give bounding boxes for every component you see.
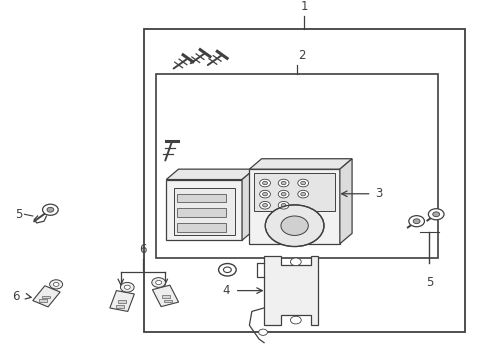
Polygon shape bbox=[110, 291, 134, 311]
Circle shape bbox=[297, 179, 308, 187]
Bar bbox=[164, 300, 172, 302]
Circle shape bbox=[300, 192, 305, 196]
Circle shape bbox=[427, 209, 443, 220]
Text: 2: 2 bbox=[298, 49, 305, 62]
Bar bbox=[249, 169, 339, 244]
Polygon shape bbox=[166, 169, 254, 180]
Text: 1: 1 bbox=[300, 0, 307, 13]
Bar bbox=[116, 305, 124, 307]
Bar bbox=[162, 295, 169, 298]
Text: 3: 3 bbox=[375, 187, 382, 200]
Bar bbox=[177, 223, 225, 231]
Circle shape bbox=[120, 282, 134, 292]
Circle shape bbox=[258, 329, 267, 336]
Polygon shape bbox=[249, 159, 351, 169]
Circle shape bbox=[49, 280, 62, 289]
Circle shape bbox=[290, 258, 301, 266]
Circle shape bbox=[432, 212, 439, 217]
Polygon shape bbox=[33, 286, 60, 307]
Circle shape bbox=[155, 280, 161, 285]
Circle shape bbox=[262, 181, 267, 185]
Circle shape bbox=[42, 204, 58, 215]
Circle shape bbox=[218, 264, 236, 276]
Circle shape bbox=[278, 190, 288, 198]
Bar bbox=[177, 194, 225, 202]
Bar bbox=[173, 188, 234, 235]
Circle shape bbox=[281, 203, 285, 207]
Text: 4: 4 bbox=[222, 284, 229, 297]
Bar bbox=[118, 301, 125, 303]
Circle shape bbox=[281, 192, 285, 196]
Circle shape bbox=[290, 316, 301, 324]
Circle shape bbox=[297, 190, 308, 198]
Polygon shape bbox=[339, 159, 351, 244]
Text: 6: 6 bbox=[139, 243, 146, 256]
Bar bbox=[144, 28, 464, 332]
Circle shape bbox=[223, 267, 231, 273]
Circle shape bbox=[259, 179, 270, 187]
Circle shape bbox=[278, 179, 288, 187]
Circle shape bbox=[259, 190, 270, 198]
Circle shape bbox=[259, 202, 270, 209]
Polygon shape bbox=[242, 169, 254, 240]
Bar bbox=[39, 300, 46, 302]
Bar bbox=[156, 74, 437, 258]
Circle shape bbox=[262, 203, 267, 207]
Circle shape bbox=[262, 192, 267, 196]
Circle shape bbox=[408, 216, 424, 227]
Circle shape bbox=[265, 205, 323, 247]
Circle shape bbox=[47, 207, 54, 212]
Bar bbox=[166, 180, 242, 240]
Circle shape bbox=[300, 181, 305, 185]
Circle shape bbox=[280, 216, 308, 235]
Circle shape bbox=[151, 278, 165, 287]
Text: 5: 5 bbox=[425, 276, 432, 289]
Polygon shape bbox=[152, 285, 178, 307]
Circle shape bbox=[124, 285, 130, 289]
Text: 6: 6 bbox=[12, 290, 20, 303]
Circle shape bbox=[53, 282, 59, 286]
Bar bbox=[254, 173, 334, 211]
Text: 5: 5 bbox=[15, 208, 22, 221]
Polygon shape bbox=[264, 256, 317, 325]
Circle shape bbox=[281, 181, 285, 185]
Bar bbox=[42, 296, 49, 298]
Bar bbox=[177, 208, 225, 217]
Circle shape bbox=[278, 202, 288, 209]
Circle shape bbox=[412, 219, 419, 224]
